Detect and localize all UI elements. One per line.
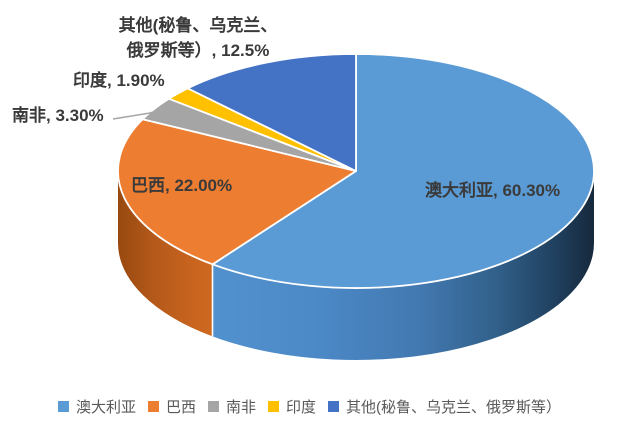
data-label-4: 其他(秘鲁、乌克兰、 俄罗斯等）, 12.5% <box>118 16 278 60</box>
legend-item-0[interactable]: 澳大利亚 <box>57 396 136 417</box>
legend-item-label: 印度 <box>286 399 317 416</box>
data-label-2: 南非, 3.30% <box>12 106 104 125</box>
legend-item-label: 其他(秘鲁、乌克兰、俄罗斯等） <box>346 399 562 416</box>
chart-legend: 澳大利亚 巴西 南非 印度 其他(秘鲁、乌克兰、俄罗斯等） <box>0 396 619 417</box>
pie-slice-4[interactable] <box>186 53 357 172</box>
legend-marker-icon <box>328 401 340 412</box>
legend-marker-icon <box>268 401 280 412</box>
legend-item-label: 巴西 <box>165 399 196 416</box>
legend-marker-icon <box>147 401 159 412</box>
label-leader-line <box>112 108 165 120</box>
legend-item-1[interactable]: 巴西 <box>147 396 196 417</box>
pie-slice-rim-1 <box>118 171 213 337</box>
data-label-3: 印度, 1.90% <box>73 71 165 90</box>
legend-item-4[interactable]: 其他(秘鲁、乌克兰、俄罗斯等） <box>328 396 561 417</box>
pie-slice-rim-0 <box>212 171 595 361</box>
pie-slice-0[interactable] <box>211 53 595 289</box>
data-label-1: 巴西, 22.00% <box>131 176 233 195</box>
legend-item-label: 南非 <box>226 399 257 416</box>
legend-item-label: 澳大利亚 <box>75 399 136 416</box>
pie-slice-1[interactable] <box>117 118 357 266</box>
legend-marker-icon <box>57 401 69 412</box>
legend-marker-icon <box>208 401 219 412</box>
legend-item-2[interactable]: 南非 <box>208 396 256 417</box>
legend-item-3[interactable]: 印度 <box>268 396 316 417</box>
data-label-0: 澳大利亚, 60.30% <box>425 181 561 200</box>
